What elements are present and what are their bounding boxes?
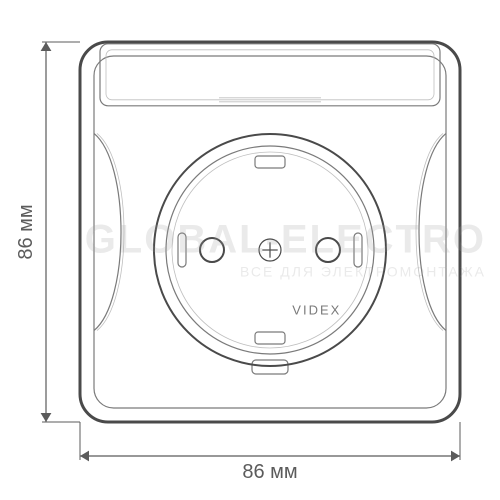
earth-clip: [255, 332, 285, 344]
dim-label-width: 86 мм: [242, 461, 297, 483]
diagram-svg: VIDEX 86 мм 86 мм: [0, 0, 500, 500]
brand-text: VIDEX: [292, 302, 341, 317]
diagram-stage: VIDEX86 мм86 мм GLOBAL-ELECTRO ВСЕ ДЛЯ Э…: [0, 0, 500, 500]
dim-label-height: 86 мм: [15, 204, 37, 259]
plug-hole: [200, 238, 224, 262]
earth-clip: [255, 156, 285, 168]
plug-hole: [316, 238, 340, 262]
